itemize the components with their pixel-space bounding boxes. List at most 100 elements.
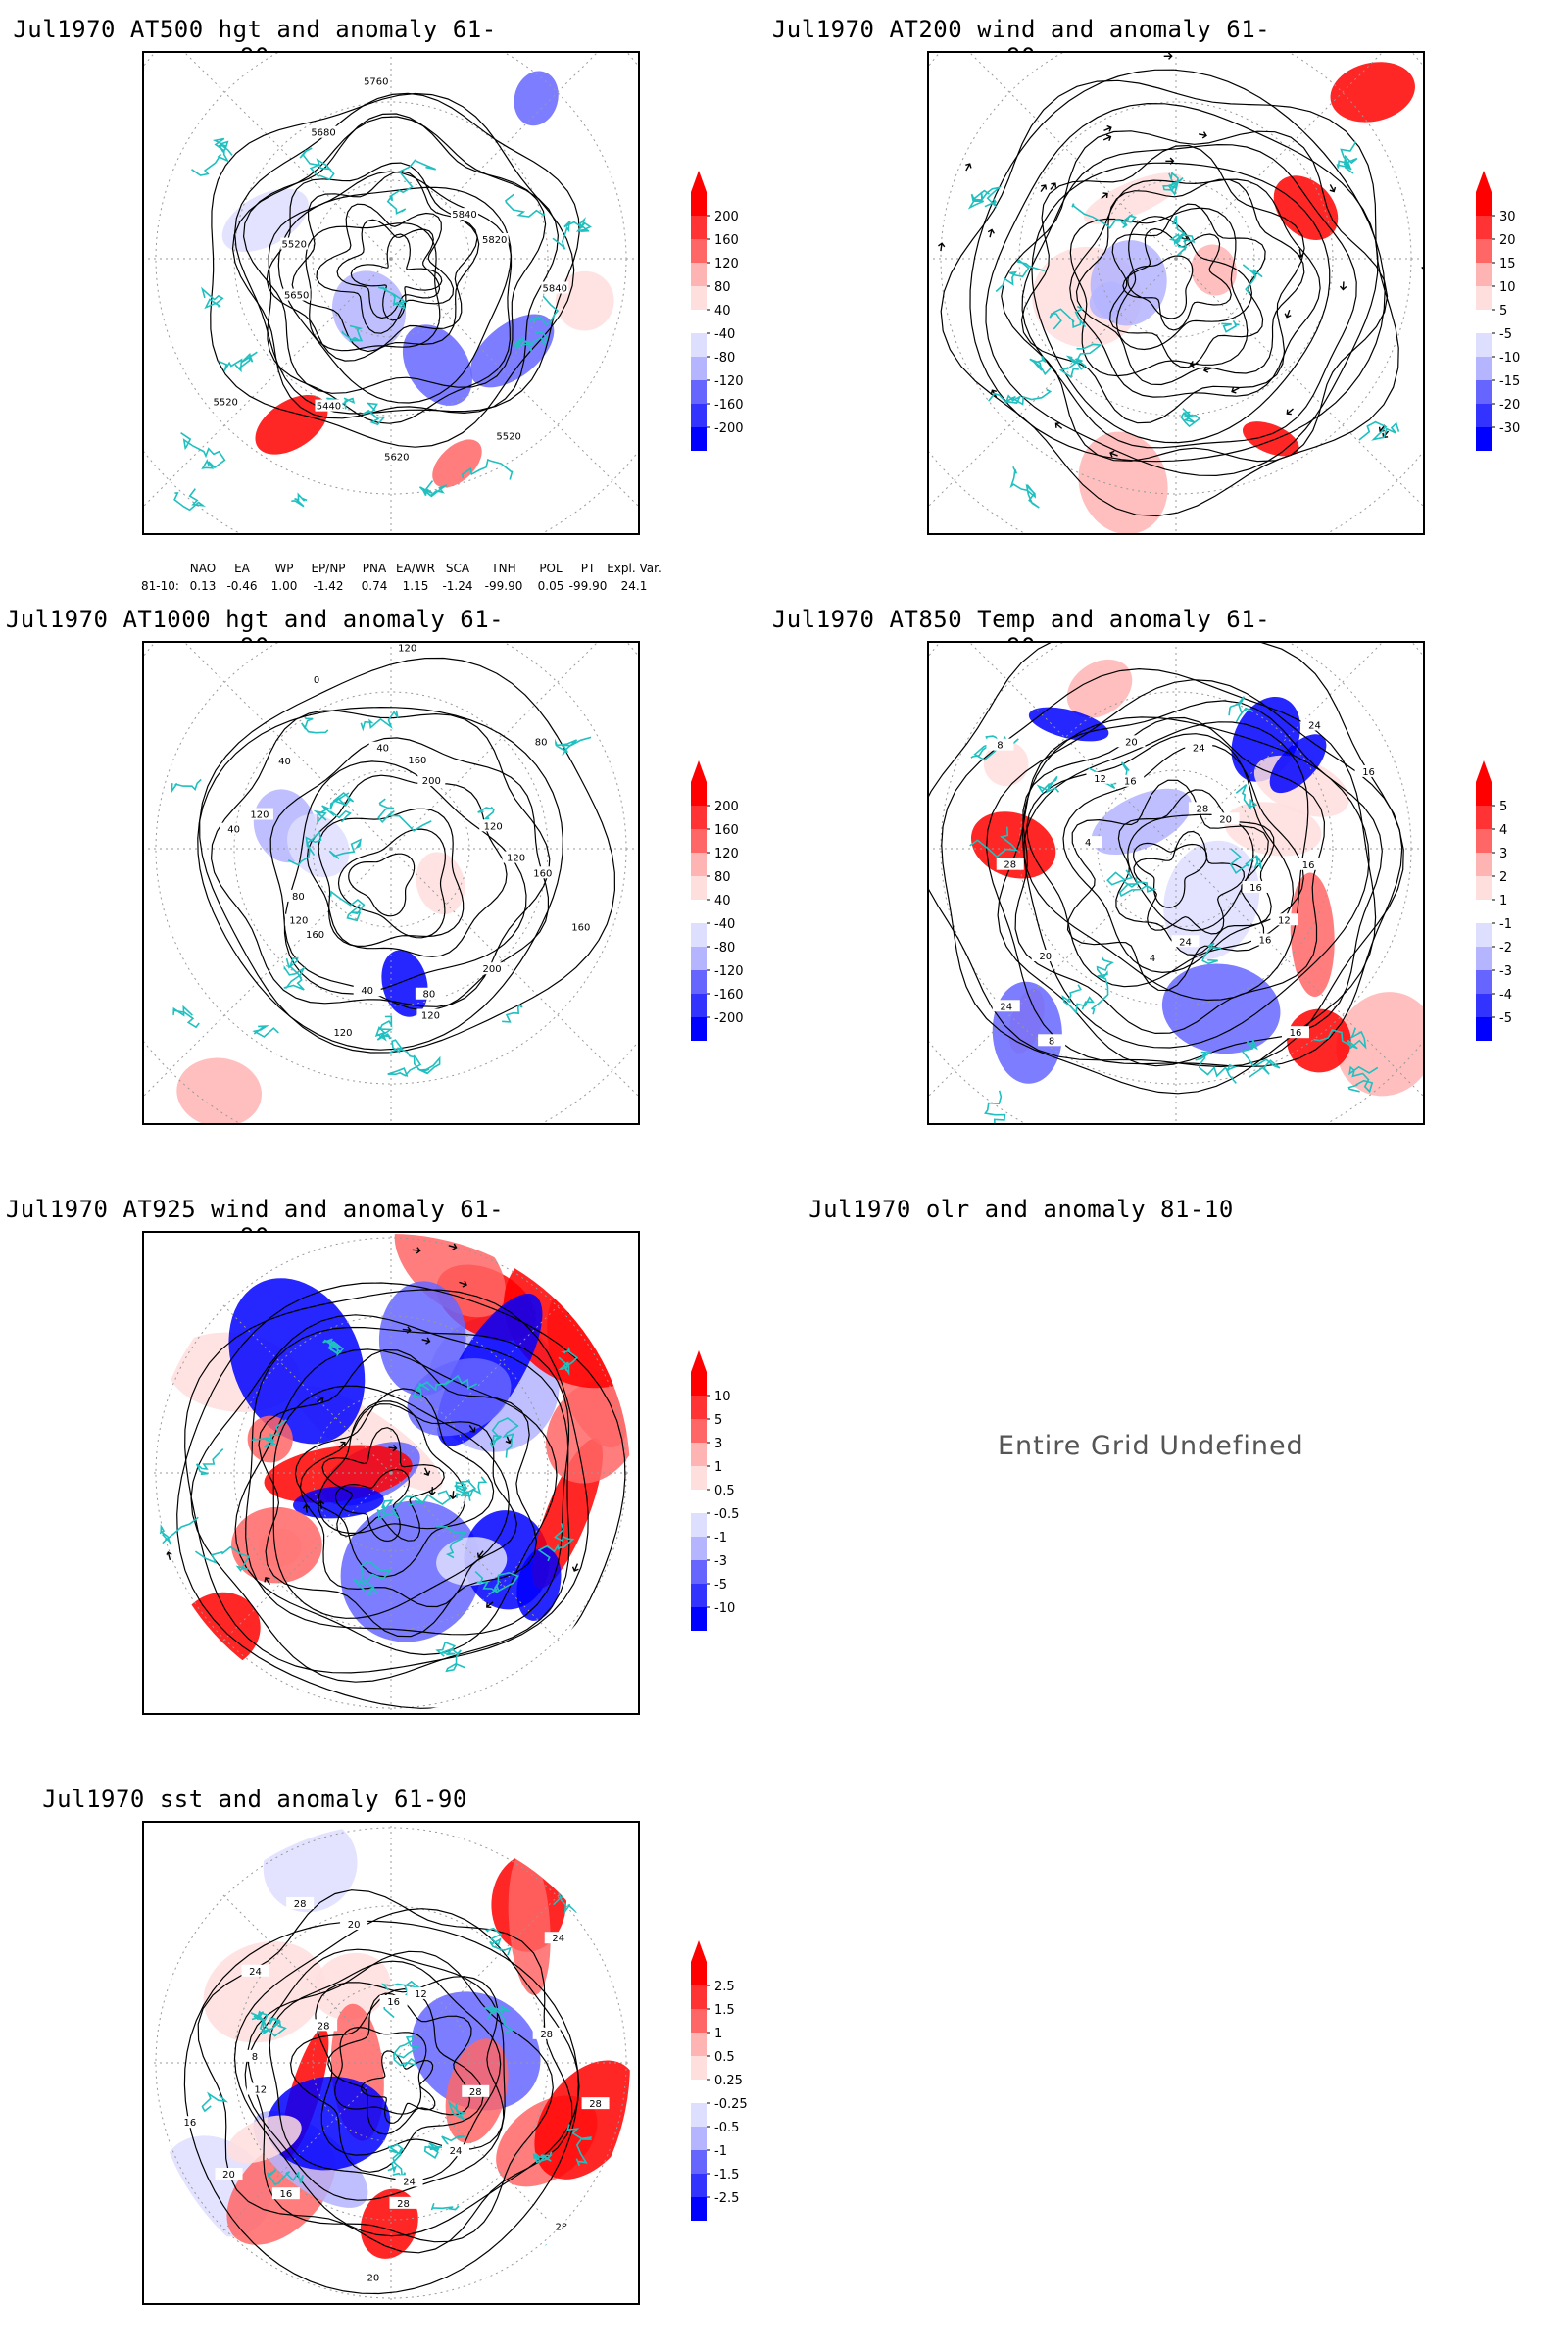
- contour-label-bg: [362, 74, 390, 87]
- contour-label: 160: [408, 756, 426, 766]
- colorbar-segment: [691, 923, 707, 947]
- contour-line: [336, 219, 441, 319]
- colorbar-label: -10: [714, 1601, 735, 1616]
- map-panel-p2: [927, 51, 1425, 535]
- contour-label-bg: [495, 429, 523, 442]
- coastline: [313, 805, 352, 825]
- contour-line: [1075, 178, 1305, 386]
- contour-label: 28: [556, 2222, 568, 2232]
- contour-label: 24: [552, 1934, 564, 1944]
- colorbar-segment: [691, 1490, 707, 1513]
- latitude-circle: [233, 1905, 549, 2221]
- colorbar-label: 160: [714, 823, 739, 838]
- colorbar-label: -3: [714, 1554, 727, 1569]
- wind-arrow: [476, 1550, 484, 1558]
- contour-label-bg: [286, 1896, 315, 1909]
- anomaly-blob: [176, 1057, 262, 1123]
- contour-line: [337, 828, 446, 939]
- coastline: [1036, 775, 1060, 794]
- contour-label-bg: [1188, 802, 1216, 814]
- colorbar-segment: [1476, 286, 1492, 310]
- colorbar-segment: [1476, 782, 1492, 806]
- colorbar-p1: 200 160 120 80 40 -40 -80 -120 -160 -200: [681, 167, 799, 472]
- index-header: Expl. Var.: [608, 562, 662, 575]
- wind-arrow: [448, 1243, 458, 1250]
- colorbar-segment: [691, 829, 707, 853]
- contour-line: [327, 1992, 472, 2135]
- colorbar-segment: [691, 947, 707, 970]
- wind-arrow: [1329, 184, 1337, 193]
- coastline: [362, 402, 386, 426]
- contour-line: [985, 102, 1379, 477]
- contour-line: [266, 162, 480, 362]
- coastline: [299, 147, 335, 181]
- colorbar-segment: [691, 1513, 707, 1537]
- anomaly-blob: [534, 2060, 630, 2180]
- anomaly-blob: [1091, 788, 1192, 856]
- contour-label-bg: [359, 2271, 387, 2283]
- coastline: [1313, 1027, 1367, 1050]
- colorbar-label: -3: [1499, 964, 1512, 979]
- contour-line: [334, 2026, 427, 2115]
- anomaly-blob: [516, 1547, 562, 1621]
- anomaly-blob: [469, 314, 555, 388]
- coastline: [1228, 696, 1252, 723]
- colorbar-p2: 30 20 15 10 5 -5 -10 -15 -20 -30: [1466, 167, 1568, 472]
- colorbar-segment: [1476, 806, 1492, 829]
- contour-line: [1109, 203, 1266, 368]
- contour-label-bg: [996, 858, 1024, 870]
- colorbar-p5: 10 5 3 1 0.5 -0.5 -1 -3 -5 -10: [681, 1347, 799, 1652]
- contour-line: [1020, 144, 1305, 424]
- panel-title-p7: Jul1970 sst and anomaly 61-90: [42, 1786, 467, 1813]
- index-header: EA: [235, 562, 252, 575]
- colorbar-segment: [691, 782, 707, 806]
- colorbar-label: 5: [1499, 800, 1507, 814]
- colorbar-segment: [691, 876, 707, 900]
- contour-label-bg: [581, 2097, 610, 2110]
- coastline: [430, 2202, 460, 2211]
- contour-label: 12: [254, 2085, 267, 2096]
- coastline: [1336, 140, 1358, 174]
- contour-label-bg: [407, 1986, 435, 1999]
- colorbar-label: -2: [1499, 941, 1512, 956]
- colorbar-segment: [691, 1443, 707, 1466]
- map-layers: [152, 1234, 630, 1712]
- contour-label-bg: [1117, 735, 1146, 748]
- coastline: [1058, 343, 1102, 379]
- coastline: [1201, 942, 1222, 965]
- colorbar-label: -5: [1499, 1011, 1512, 1026]
- contour-label: 16: [1250, 883, 1262, 894]
- coastline: [489, 1417, 519, 1458]
- anomaly-blob: [1084, 172, 1183, 224]
- anomaly-blob: [221, 188, 309, 253]
- anomaly-blob: [402, 324, 472, 406]
- coastline: [392, 2035, 420, 2069]
- meridian: [390, 643, 598, 850]
- contour-label: 8: [252, 2052, 258, 2063]
- colorbar-segment: [691, 2174, 707, 2197]
- contour-label: 200: [422, 776, 441, 787]
- colorbar-label: 5: [714, 1413, 722, 1428]
- coastline: [505, 193, 546, 218]
- colorbar-label: -160: [714, 398, 744, 413]
- coastline: [376, 1495, 413, 1520]
- coastline: [201, 2091, 229, 2113]
- colorbar-label: 10: [1499, 280, 1516, 295]
- colorbar-label: 3: [1499, 847, 1507, 861]
- contour-label: 120: [421, 1011, 440, 1022]
- coastline: [413, 1054, 441, 1075]
- contour-label: 4: [1085, 838, 1091, 849]
- contour-line: [350, 233, 443, 321]
- map-layers: 28 28 24 24 28 20 16 20 16 12 8 24 28 28 20 16 12 24 28 28: [152, 1824, 630, 2302]
- coastline: [454, 1479, 477, 1501]
- colorbar-label: 3: [714, 1437, 722, 1451]
- colorbar-label: 1: [1499, 894, 1507, 908]
- colorbar-p7: 2.5 1.5 1 0.5 0.25 -0.25 -0.5 -1 -1.5 -2.5: [681, 1936, 799, 2242]
- contour-line: [1021, 716, 1370, 1049]
- coastline: [252, 1025, 279, 1038]
- colorbar-segment: [1476, 357, 1492, 380]
- colorbar-label: -5: [1499, 327, 1512, 342]
- colorbar-label: 30: [1499, 210, 1516, 224]
- contour-label: 160: [571, 923, 590, 934]
- coastline: [529, 295, 560, 326]
